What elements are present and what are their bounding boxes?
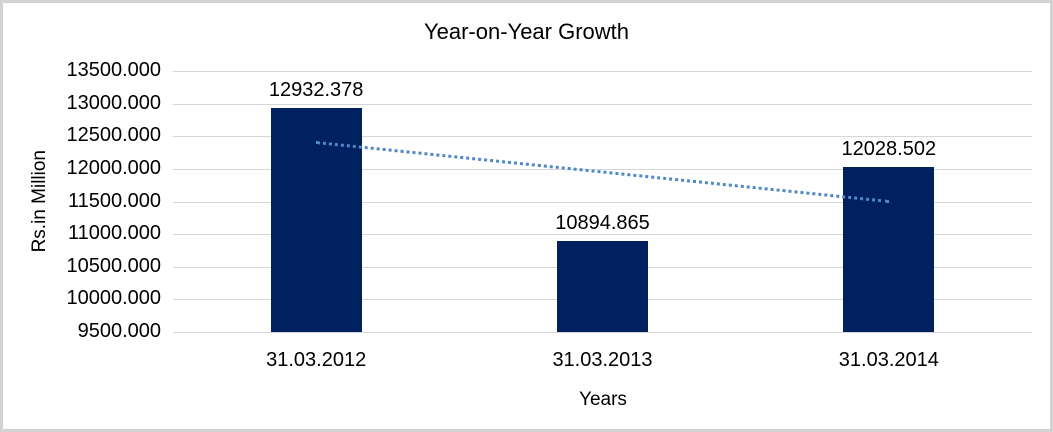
plot-area: 12932.378 10894.865 12028.502 [173, 71, 1032, 333]
y-axis-tick-label: 10500.000 [66, 254, 161, 277]
gridline [173, 103, 1032, 105]
x-axis-tick-label: 31.03.2014 [838, 349, 939, 371]
x-axis-tick-label: 31.03.2012 [266, 349, 367, 371]
gridline [173, 71, 1032, 72]
y-axis-tick-label: 9500.000 [77, 320, 161, 342]
y-axis-tick-label: 12500.000 [66, 124, 161, 147]
bar-data-label: 12932.378 [268, 79, 364, 102]
gridline [173, 332, 1032, 333]
gridline [173, 136, 1032, 138]
bar-data-label: 12028.502 [841, 138, 937, 161]
chart-title: Year-on-Year Growth [423, 19, 630, 44]
x-axis-title: Years [579, 389, 627, 410]
gridline [173, 168, 1032, 170]
bar [270, 108, 362, 332]
y-axis-tick-label: 13000.000 [66, 91, 161, 114]
y-axis-tick-label: 10000.000 [66, 287, 161, 310]
gridline [173, 234, 1032, 236]
bar [843, 167, 935, 332]
bar [557, 241, 648, 332]
gridline [173, 201, 1032, 203]
y-axis-tick-label: 12000.000 [66, 156, 161, 179]
y-axis-tick-label: 13500.000 [66, 59, 161, 81]
y-axis-tick-label: 11000.000 [67, 222, 161, 245]
y-axis-tick-label: 11500.000 [67, 189, 161, 212]
bar-data-label: 10894.865 [555, 212, 650, 234]
x-axis-tick-label: 31.03.2013 [552, 349, 653, 371]
trendline [316, 141, 889, 203]
